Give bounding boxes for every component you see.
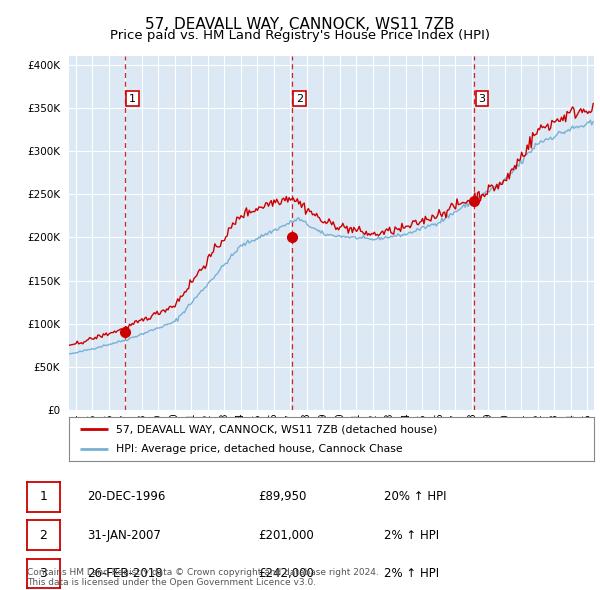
Text: £242,000: £242,000 bbox=[258, 567, 314, 580]
Text: 31-JAN-2007: 31-JAN-2007 bbox=[87, 529, 161, 542]
Text: 26-FEB-2018: 26-FEB-2018 bbox=[87, 567, 163, 580]
Text: 2: 2 bbox=[40, 529, 47, 542]
Text: HPI: Average price, detached house, Cannock Chase: HPI: Average price, detached house, Cann… bbox=[116, 444, 403, 454]
Text: 20-DEC-1996: 20-DEC-1996 bbox=[87, 490, 166, 503]
Text: 2% ↑ HPI: 2% ↑ HPI bbox=[384, 567, 439, 580]
Text: Price paid vs. HM Land Registry's House Price Index (HPI): Price paid vs. HM Land Registry's House … bbox=[110, 30, 490, 42]
Text: £201,000: £201,000 bbox=[258, 529, 314, 542]
Text: 20% ↑ HPI: 20% ↑ HPI bbox=[384, 490, 446, 503]
Text: 57, DEAVALL WAY, CANNOCK, WS11 7ZB (detached house): 57, DEAVALL WAY, CANNOCK, WS11 7ZB (deta… bbox=[116, 424, 437, 434]
Text: 3: 3 bbox=[40, 567, 47, 580]
Text: 1: 1 bbox=[129, 94, 136, 103]
Text: 2: 2 bbox=[296, 94, 303, 103]
Text: £89,950: £89,950 bbox=[258, 490, 307, 503]
Text: 57, DEAVALL WAY, CANNOCK, WS11 7ZB: 57, DEAVALL WAY, CANNOCK, WS11 7ZB bbox=[145, 17, 455, 31]
Text: 3: 3 bbox=[479, 94, 485, 103]
Text: Contains HM Land Registry data © Crown copyright and database right 2024.
This d: Contains HM Land Registry data © Crown c… bbox=[27, 568, 379, 587]
Text: 1: 1 bbox=[40, 490, 47, 503]
Text: 2% ↑ HPI: 2% ↑ HPI bbox=[384, 529, 439, 542]
